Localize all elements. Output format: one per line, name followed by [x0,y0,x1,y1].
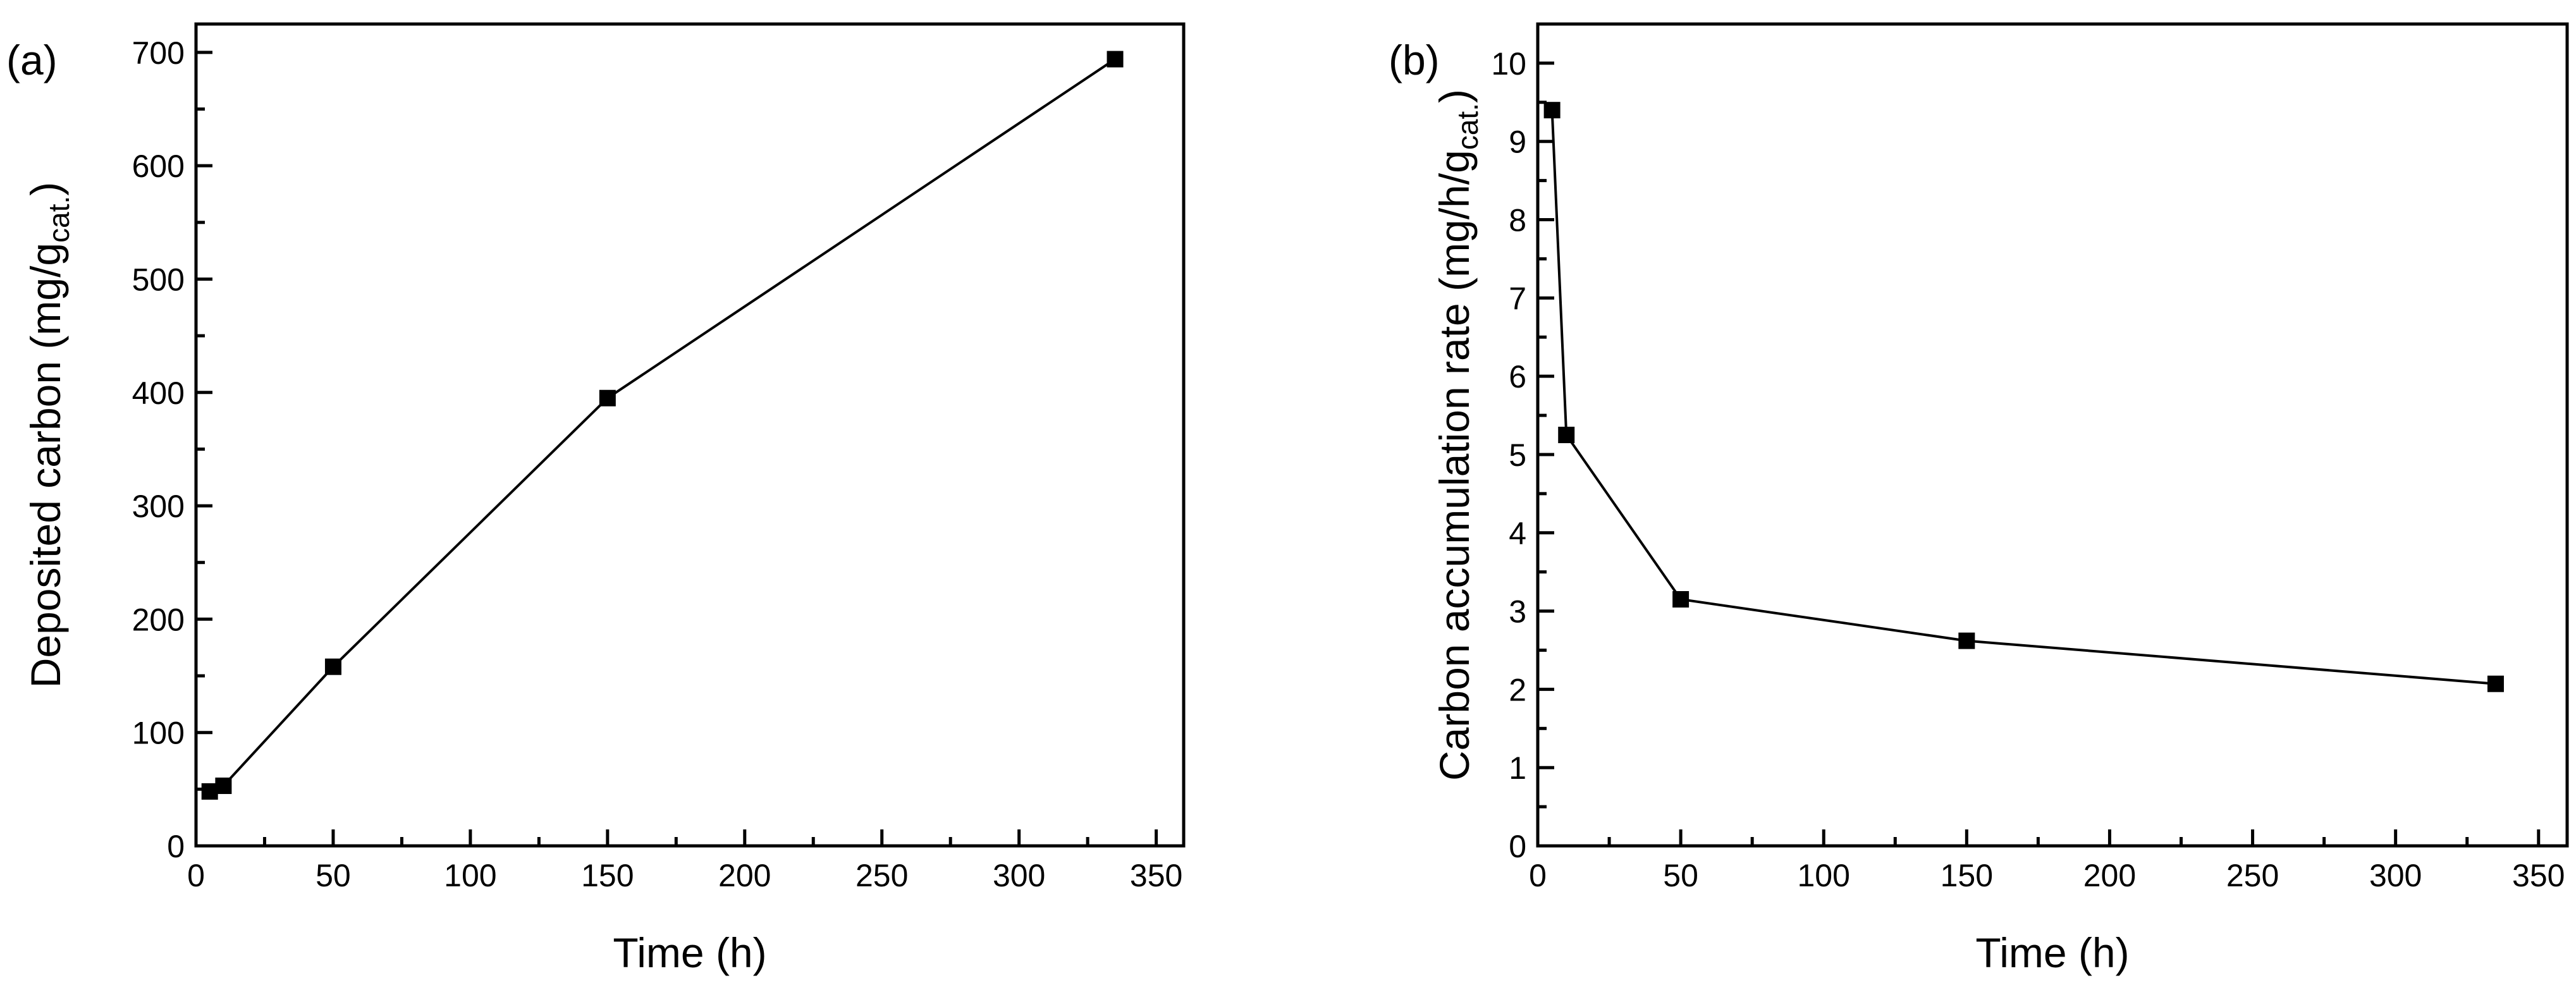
x-tick-label: 350 [2512,858,2565,893]
plot-frame [194,22,1186,848]
y-tick-label: 5 [1509,437,1526,473]
panel-a: 0 50 100 150 200 250 300 350 0 100 200 300 400 500 600… [6,22,1186,976]
y-tick-label: 600 [132,149,185,184]
x-tick-label: 200 [718,858,771,893]
y-tick-label: 0 [167,829,185,864]
data-point [1107,51,1124,68]
x-tick-label: 100 [444,858,496,893]
x-tick-label: 250 [856,858,908,893]
y-tick-label: 100 [132,716,185,751]
x-tick-label: 100 [1798,858,1850,893]
panel-label: (b) [1389,37,1440,83]
y-tick-label: 9 [1509,125,1526,160]
x-axis-label: Time (h) [1975,929,2129,976]
x-tick-label: 150 [581,858,634,893]
y-tick-label: 0 [1509,829,1526,864]
y-tick-label: 3 [1509,594,1526,630]
y-tick-label: 2 [1509,672,1526,707]
y-axis-label: Carbon accumulation rate (mg/h/gcat.) [1431,89,1484,781]
y-tick-label: 500 [132,262,185,297]
y-tick-label: 700 [132,35,185,71]
y-tick-label: 7 [1509,281,1526,316]
y-tick-label: 400 [132,376,185,411]
x-tick-label: 50 [1663,858,1698,893]
y-tick-label: 6 [1509,359,1526,394]
x-tick-label: 250 [2226,858,2279,893]
y-tick-label: 300 [132,489,185,524]
x-tick-label: 0 [1529,858,1547,893]
x-tick-label: 300 [993,858,1045,893]
y-axis-label: Deposited carbon (mg/gcat.) [22,182,75,688]
x-tick-label: 200 [2083,858,2136,893]
data-point [1672,591,1690,608]
data-point [1958,632,1975,649]
y-tick-label: 8 [1509,203,1526,238]
series-line [1550,110,2496,685]
panel-b: 0 50 100 150 200 250 300 350 0 1 2 3 4 5 6 7 8 9 10 Time (h… [1389,22,2569,976]
data-point [324,658,341,675]
data-point [215,777,232,794]
y-tick-label: 200 [132,602,185,637]
panel-label: (a) [6,37,58,83]
x-tick-label: 50 [316,858,351,893]
plot-frame [1536,22,2569,848]
data-point [1558,427,1575,443]
y-tick-label: 4 [1509,516,1526,551]
series-line [209,58,1116,793]
data-point [2487,675,2504,692]
data-point [201,783,218,800]
data-point [599,389,616,406]
y-tick-label: 10 [1491,46,1526,82]
x-axis-label: Time (h) [613,929,766,976]
x-tick-label: 150 [1941,858,1993,893]
x-tick-label: 350 [1130,858,1182,893]
x-tick-label: 0 [187,858,205,893]
x-tick-label: 300 [2369,858,2422,893]
y-tick-label: 1 [1509,750,1526,786]
data-point [1543,102,1561,119]
